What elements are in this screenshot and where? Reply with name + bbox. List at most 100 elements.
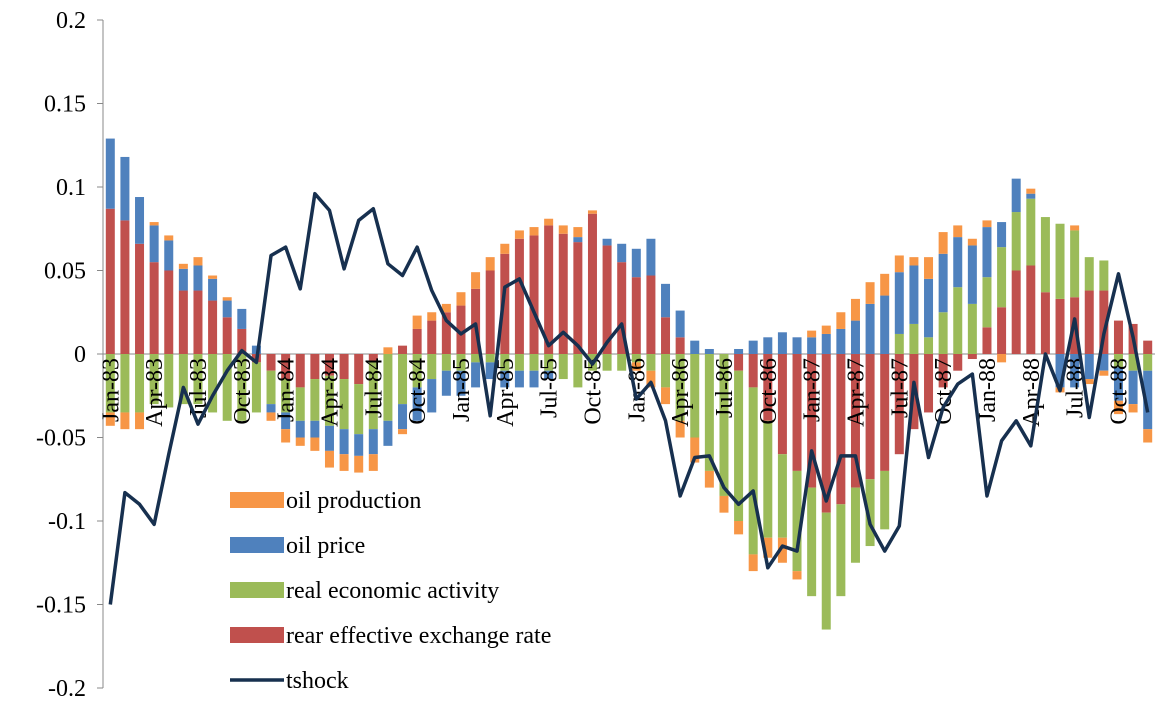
bar: [427, 354, 437, 380]
x-tick-label: Jan-83: [98, 358, 124, 422]
legend-label: tshock: [286, 668, 349, 694]
y-tick-label: -0.2: [48, 676, 86, 702]
bar: [792, 571, 802, 580]
bar: [602, 354, 612, 371]
bar: [748, 354, 758, 388]
bar: [398, 404, 408, 430]
bar: [880, 295, 890, 354]
bar: [646, 238, 656, 276]
bar: [441, 303, 451, 313]
bar: [208, 275, 218, 279]
bar: [471, 362, 481, 388]
bar: [690, 340, 700, 354]
bar: [807, 487, 817, 597]
bar: [880, 470, 890, 530]
bar: [120, 156, 130, 221]
bar: [646, 370, 656, 388]
bar: [383, 347, 393, 354]
bar: [193, 354, 203, 405]
bar: [821, 512, 831, 630]
bar: [324, 450, 334, 468]
bar: [105, 412, 115, 426]
bar: [631, 248, 641, 278]
bar: [909, 323, 919, 354]
bar: [748, 340, 758, 354]
bar: [1099, 354, 1109, 371]
bar: [734, 370, 744, 521]
bar: [529, 354, 539, 371]
bar: [836, 328, 846, 354]
bar: [135, 354, 145, 413]
x-tick-label: Jul-83: [186, 358, 212, 418]
bar: [178, 268, 188, 291]
bar: [281, 379, 291, 413]
bar: [251, 362, 261, 413]
bar: [997, 307, 1007, 354]
y-tick-label: 0.2: [56, 8, 86, 34]
bar: [967, 245, 977, 304]
bar: [222, 317, 232, 354]
bar: [631, 362, 641, 371]
bar: [383, 420, 393, 446]
bar: [821, 354, 831, 513]
bar: [982, 277, 992, 328]
bar: [339, 454, 349, 471]
bar: [792, 337, 802, 354]
bar: [398, 354, 408, 405]
bar: [471, 272, 481, 289]
bar: [310, 354, 320, 380]
bar: [1011, 212, 1021, 271]
bar: [1040, 217, 1050, 293]
bar: [748, 387, 758, 555]
bar: [1143, 429, 1153, 443]
bar: [120, 412, 130, 430]
bar: [208, 354, 218, 413]
bar: [237, 308, 247, 329]
legend-swatch: [230, 582, 284, 598]
bar: [617, 243, 627, 263]
bar: [836, 312, 846, 329]
bar: [500, 370, 510, 388]
bar: [412, 354, 422, 388]
bar: [456, 354, 466, 371]
bar: [938, 232, 948, 254]
bar: [792, 470, 802, 572]
bar: [894, 333, 904, 354]
bar: [120, 220, 130, 354]
bar: [1084, 354, 1094, 380]
bar: [354, 354, 364, 385]
bar: [441, 354, 451, 371]
bar: [1113, 320, 1123, 354]
bar: [500, 243, 510, 254]
bar: [967, 238, 977, 246]
bar: [514, 354, 524, 371]
bar: [105, 138, 115, 209]
bar: [982, 220, 992, 228]
bar: [500, 354, 510, 371]
bar: [865, 282, 875, 304]
bar: [807, 337, 817, 354]
x-tick-label: Oct-86: [756, 358, 782, 425]
bar: [1070, 225, 1080, 231]
legend-label: real economic activity: [286, 578, 499, 604]
bar: [675, 310, 685, 338]
bar: [222, 300, 232, 318]
bar: [208, 300, 218, 354]
bar: [997, 354, 1007, 363]
x-tick-label: Apr-87: [843, 358, 869, 427]
bar: [193, 290, 203, 354]
x-tick-label: Jul-84: [361, 358, 387, 418]
bar: [646, 354, 656, 371]
bar: [281, 412, 291, 430]
x-tick-label: Jan-84: [274, 358, 300, 422]
bar: [646, 275, 656, 354]
bar: [1128, 404, 1138, 413]
bar: [661, 387, 671, 405]
bar: [485, 270, 495, 354]
line: [108, 191, 1150, 605]
bar: [953, 225, 963, 238]
bar: [1040, 292, 1050, 354]
bar: [339, 379, 349, 430]
bar: [412, 387, 422, 421]
bar: [1099, 370, 1109, 376]
